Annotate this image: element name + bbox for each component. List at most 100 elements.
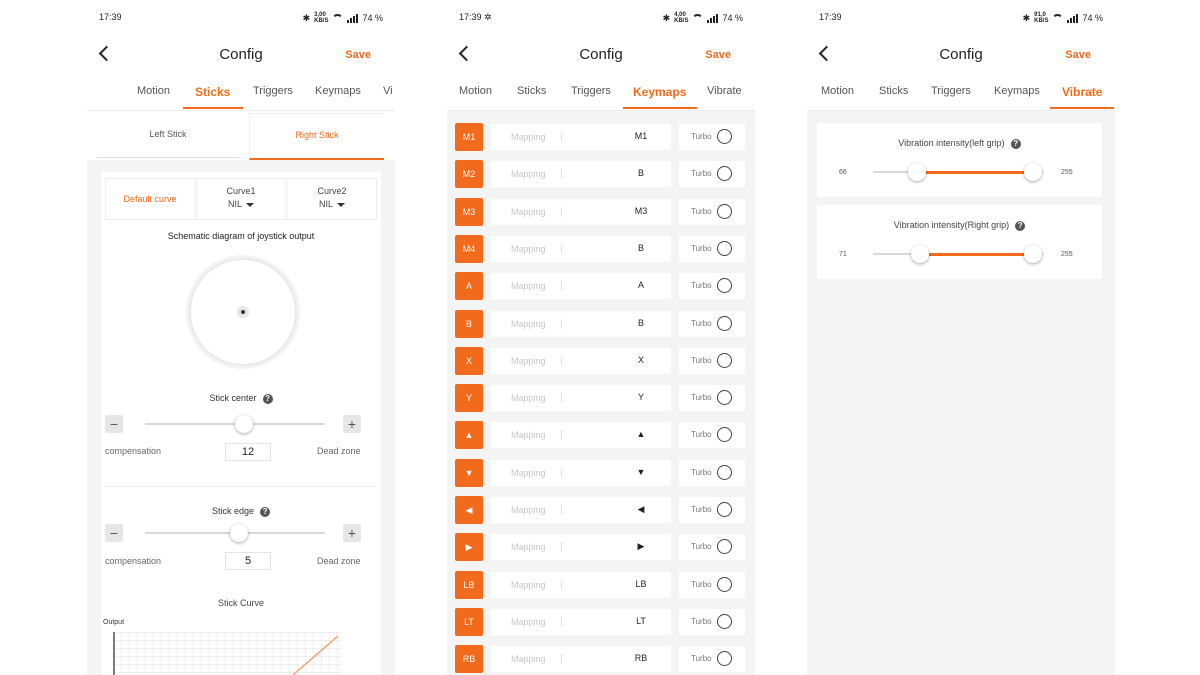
keymap-button[interactable]: M1 <box>455 123 483 151</box>
mapping-field[interactable]: Mapping RB <box>491 646 671 673</box>
stick-edge-value[interactable]: 5 <box>225 552 271 570</box>
turbo-toggle[interactable]: Turbo <box>679 646 745 673</box>
tab-sticks[interactable]: Sticks <box>195 85 231 99</box>
mapping-field[interactable]: Mapping M1 <box>491 124 671 150</box>
turbo-toggle[interactable]: Turbo <box>679 124 745 150</box>
tab-sticks[interactable]: Sticks <box>517 85 547 97</box>
keymap-button[interactable]: ▶ <box>455 533 483 562</box>
stick-center-slider[interactable] <box>145 415 325 433</box>
mapping-field[interactable]: Mapping M3 <box>491 198 671 225</box>
tab-motion[interactable]: Motion <box>137 85 171 97</box>
turbo-toggle[interactable]: Turbo <box>679 422 745 449</box>
save-button[interactable]: Save <box>345 49 371 61</box>
turbo-toggle[interactable]: Turbo <box>679 198 745 225</box>
keymap-button[interactable]: LT <box>455 607 483 636</box>
subtab-right-stick[interactable]: Right Stick <box>249 113 384 160</box>
turbo-toggle[interactable]: Turbo <box>679 608 745 635</box>
turbo-radio-icon[interactable] <box>717 539 732 555</box>
turbo-radio-icon[interactable] <box>717 240 732 256</box>
keymap-button[interactable]: LB <box>455 570 483 599</box>
vibration-right-min-thumb[interactable] <box>910 245 929 263</box>
tab-triggers[interactable]: Triggers <box>253 85 293 97</box>
tab-vibrate[interactable]: Vibrate <box>707 85 742 97</box>
turbo-radio-icon[interactable] <box>717 427 732 443</box>
turbo-radio-icon[interactable] <box>717 390 732 406</box>
keymap-button[interactable]: A <box>455 272 483 301</box>
tab-vibrate[interactable]: Vibrate <box>1062 85 1103 99</box>
tab-motion[interactable]: Motion <box>459 85 493 97</box>
mapping-field[interactable]: Mapping LT <box>491 608 671 635</box>
keymap-button[interactable]: B <box>455 309 483 338</box>
tab-vibrate[interactable]: Vi <box>383 85 393 97</box>
mapping-field[interactable]: Mapping B <box>491 235 671 262</box>
turbo-radio-icon[interactable] <box>717 129 732 144</box>
mapping-field[interactable]: Mapping B <box>491 310 671 337</box>
stick-center-value[interactable]: 12 <box>225 443 271 461</box>
vibration-right-max-thumb[interactable] <box>1024 245 1042 263</box>
mapping-field[interactable]: Mapping LB <box>491 571 671 598</box>
curve2-dropdown[interactable]: Curve2 NIL <box>288 179 376 219</box>
vibration-left-max-thumb[interactable] <box>1024 163 1042 181</box>
save-button[interactable]: Save <box>1065 49 1091 61</box>
keymap-button[interactable]: M4 <box>455 234 483 263</box>
turbo-radio-icon[interactable] <box>717 166 732 182</box>
turbo-toggle[interactable]: Turbo <box>679 459 745 486</box>
vibration-right-slider[interactable] <box>873 245 1043 263</box>
stick-center-slider-thumb[interactable] <box>235 415 253 433</box>
default-curve-option[interactable]: Default curve <box>106 179 194 219</box>
mapping-field[interactable]: Mapping ◀ <box>491 497 671 523</box>
help-icon[interactable]: ? <box>260 506 271 517</box>
turbo-toggle[interactable]: Turbo <box>679 571 745 598</box>
turbo-toggle[interactable]: Turbo <box>679 310 745 337</box>
save-button[interactable]: Save <box>705 49 731 61</box>
turbo-toggle[interactable]: Turbo <box>679 235 745 262</box>
help-icon[interactable]: ? <box>1015 220 1026 231</box>
stick-edge-minus-button[interactable]: − <box>105 524 123 542</box>
keymap-button[interactable]: M2 <box>455 160 483 189</box>
turbo-radio-icon[interactable] <box>717 613 732 629</box>
subtab-left-stick[interactable]: Left Stick <box>97 113 239 158</box>
mapping-field[interactable]: Mapping ▶ <box>491 534 671 561</box>
turbo-toggle[interactable]: Turbo <box>679 497 745 523</box>
curve1-dropdown[interactable]: Curve1 NIL <box>198 179 284 219</box>
stick-edge-plus-button[interactable]: + <box>343 524 361 542</box>
help-icon[interactable]: ? <box>262 393 273 404</box>
turbo-toggle[interactable]: Turbo <box>679 534 745 561</box>
turbo-toggle[interactable]: Turbo <box>679 273 745 300</box>
stick-center-minus-button[interactable]: − <box>105 415 123 433</box>
mapping-field[interactable]: Mapping X <box>491 347 671 374</box>
stick-edge-slider[interactable] <box>145 524 325 542</box>
tab-keymaps[interactable]: Keymaps <box>315 85 361 97</box>
keymap-button[interactable]: Y <box>455 384 483 413</box>
tab-keymaps[interactable]: Keymaps <box>633 85 687 99</box>
keymap-button[interactable]: ▼ <box>455 458 483 487</box>
turbo-radio-icon[interactable] <box>717 203 732 219</box>
turbo-radio-icon[interactable] <box>717 352 732 368</box>
mapping-field[interactable]: Mapping Y <box>491 385 671 412</box>
tab-motion[interactable]: Motion <box>821 85 855 97</box>
stick-edge-slider-thumb[interactable] <box>229 524 248 542</box>
tab-triggers[interactable]: Triggers <box>571 85 611 97</box>
turbo-radio-icon[interactable] <box>717 278 732 294</box>
turbo-toggle[interactable]: Turbo <box>679 347 745 374</box>
keymap-button[interactable]: RB <box>455 645 483 674</box>
keymap-button[interactable]: ◀ <box>455 496 483 524</box>
turbo-radio-icon[interactable] <box>717 315 732 331</box>
tab-keymaps[interactable]: Keymaps <box>994 85 1040 97</box>
mapping-field[interactable]: Mapping ▲ <box>491 422 671 449</box>
keymap-button[interactable]: M3 <box>455 197 483 226</box>
mapping-field[interactable]: Mapping B <box>491 161 671 188</box>
stick-center-plus-button[interactable]: + <box>343 415 361 433</box>
turbo-radio-icon[interactable] <box>717 464 732 480</box>
turbo-toggle[interactable]: Turbo <box>679 161 745 188</box>
turbo-radio-icon[interactable] <box>717 502 732 517</box>
keymap-button[interactable]: ▲ <box>455 421 483 450</box>
tab-sticks[interactable]: Sticks <box>879 85 909 97</box>
turbo-radio-icon[interactable] <box>717 576 732 592</box>
turbo-toggle[interactable]: Turbo <box>679 385 745 412</box>
help-icon[interactable]: ? <box>1010 138 1021 149</box>
tab-triggers[interactable]: Triggers <box>931 85 971 97</box>
mapping-field[interactable]: Mapping A <box>491 273 671 300</box>
vibration-left-min-thumb[interactable] <box>907 163 926 181</box>
vibration-left-slider[interactable] <box>873 163 1043 181</box>
